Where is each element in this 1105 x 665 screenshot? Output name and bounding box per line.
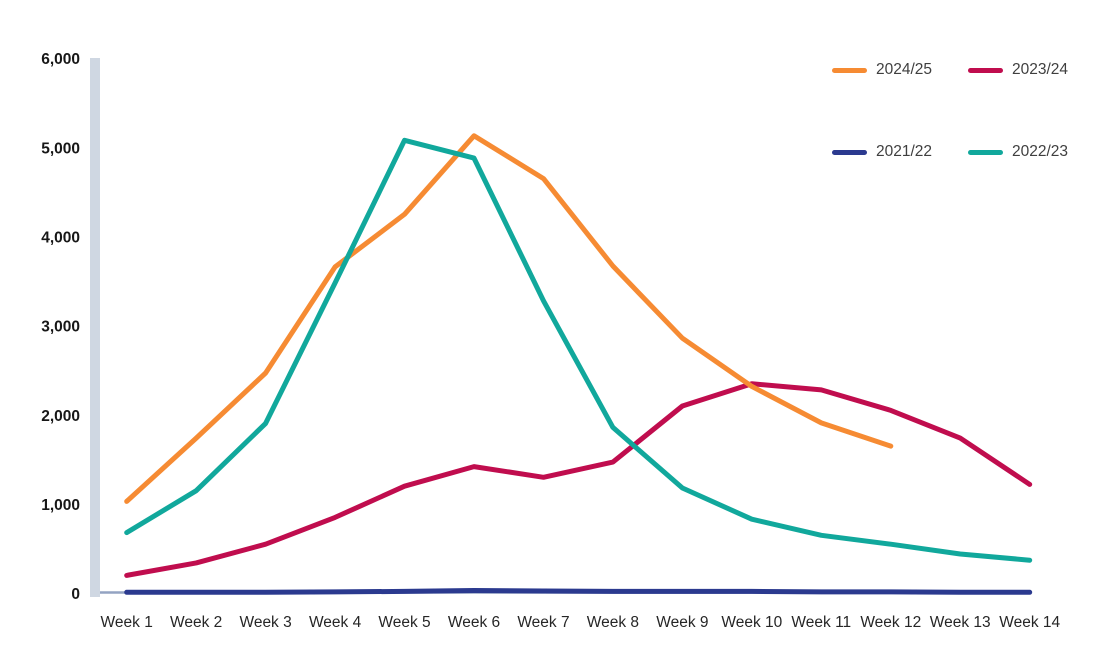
x-tick-label: Week 3 bbox=[239, 614, 291, 631]
x-tick-label: Week 12 bbox=[860, 614, 921, 631]
legend-swatch-2024-25 bbox=[832, 67, 867, 73]
x-tick-label: Week 5 bbox=[378, 614, 430, 631]
y-tick-label: 5,000 bbox=[41, 140, 80, 157]
legend-swatch-2021-22 bbox=[832, 149, 867, 155]
x-tick-label: Week 13 bbox=[930, 614, 991, 631]
x-tick-label: Week 4 bbox=[309, 614, 362, 631]
x-tick-label: Week 14 bbox=[999, 614, 1060, 631]
legend-label-2023-24: 2023/24 bbox=[1012, 61, 1069, 78]
legend-swatch-2022-23 bbox=[968, 149, 1003, 155]
y-tick-label: 2,000 bbox=[41, 408, 80, 425]
x-tick-label: Week 2 bbox=[170, 614, 222, 631]
x-tick-label: Week 8 bbox=[587, 614, 639, 631]
series-line-2021-22 bbox=[124, 588, 1033, 595]
legend-label-2022-23: 2022/23 bbox=[1012, 143, 1069, 160]
y-tick-label: 6,000 bbox=[41, 51, 80, 68]
series-line-2023-24 bbox=[124, 381, 1033, 578]
x-tick-label: Week 7 bbox=[517, 614, 569, 631]
x-tick-label: Week 6 bbox=[448, 614, 500, 631]
x-tick-label: Week 9 bbox=[656, 614, 708, 631]
y-axis-bar bbox=[90, 58, 100, 597]
legend-item-2024-25: 2024/25 bbox=[832, 61, 932, 79]
legend-label-2024-25: 2024/25 bbox=[876, 61, 933, 78]
legend-item-2021-22: 2021/22 bbox=[832, 143, 932, 161]
y-tick-label: 1,000 bbox=[41, 497, 80, 514]
legend-swatch-2023-24 bbox=[968, 67, 1003, 73]
legend-item-2023-24: 2023/24 bbox=[968, 61, 1068, 79]
legend-item-2022-23: 2022/23 bbox=[968, 143, 1068, 161]
x-tick-label: Week 11 bbox=[791, 614, 851, 631]
series-line-2024-25 bbox=[124, 133, 894, 504]
series-line-2022-23 bbox=[124, 137, 1033, 563]
y-tick-label: 4,000 bbox=[41, 229, 80, 246]
x-tick-label: Week 1 bbox=[101, 614, 153, 631]
y-tick-label: 0 bbox=[71, 586, 80, 603]
legend-label-2021-22: 2021/22 bbox=[876, 143, 933, 160]
x-tick-label: Week 10 bbox=[721, 614, 782, 631]
y-tick-label: 3,000 bbox=[41, 319, 80, 336]
